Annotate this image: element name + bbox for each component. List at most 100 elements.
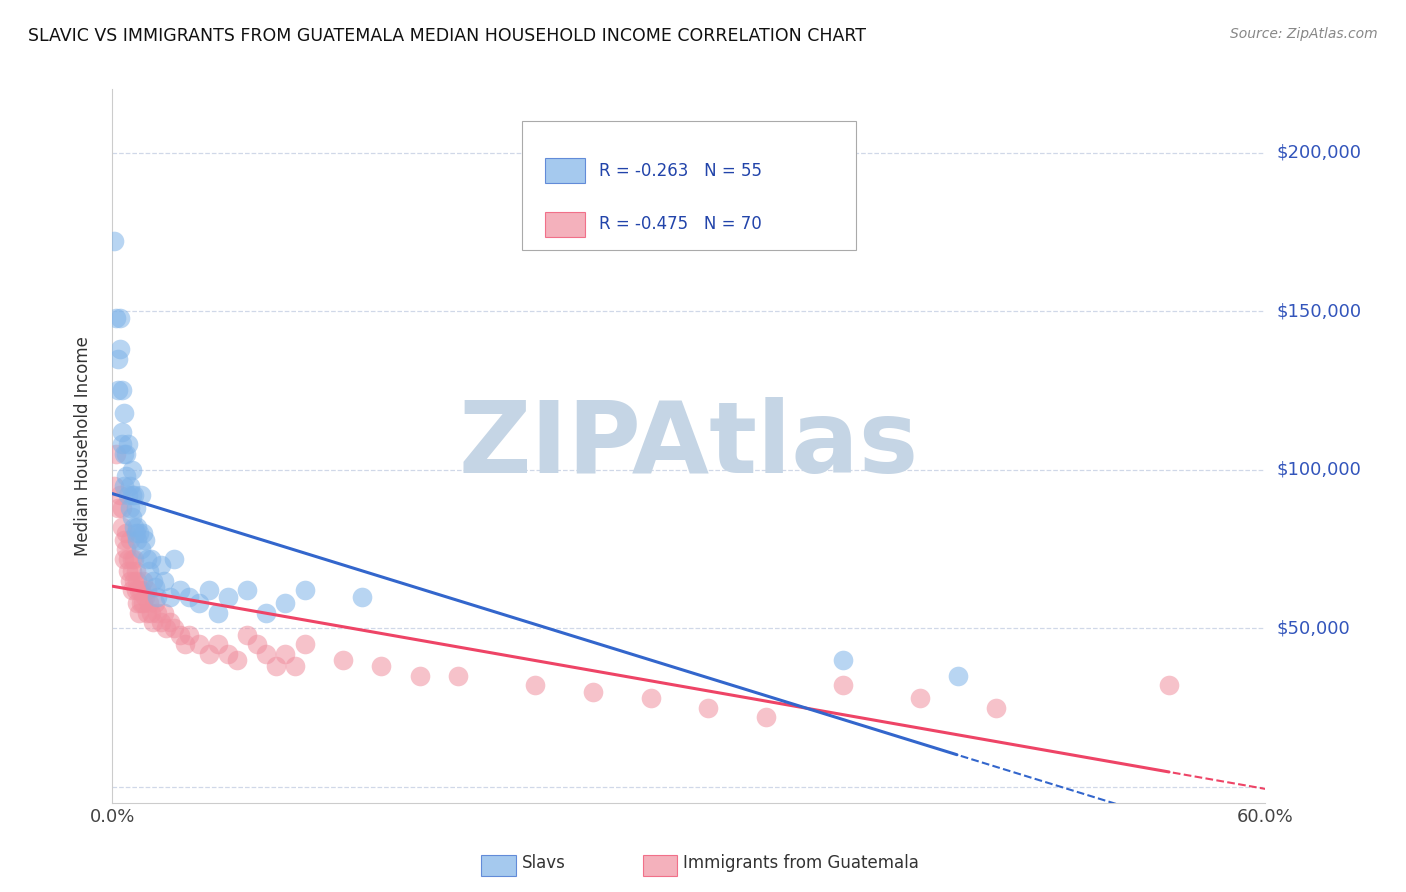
Point	[128, 526, 150, 541]
Text: R = -0.475   N = 70: R = -0.475 N = 70	[599, 215, 762, 234]
Point	[129, 542, 153, 557]
Point	[112, 478, 135, 492]
Point	[108, 310, 131, 325]
Point	[187, 596, 211, 610]
Point	[245, 637, 267, 651]
Point	[197, 647, 219, 661]
Text: R = -0.263   N = 55: R = -0.263 N = 55	[599, 162, 762, 180]
Point	[117, 437, 139, 451]
Point	[138, 596, 160, 610]
Point	[121, 510, 143, 524]
Point	[132, 526, 155, 541]
Text: Source: ZipAtlas.com: Source: ZipAtlas.com	[1230, 27, 1378, 41]
Point	[179, 628, 201, 642]
Text: SLAVIC VS IMMIGRANTS FROM GUATEMALA MEDIAN HOUSEHOLD INCOME CORRELATION CHART: SLAVIC VS IMMIGRANTS FROM GUATEMALA MEDI…	[28, 27, 866, 45]
Point	[111, 437, 134, 451]
Point	[121, 463, 143, 477]
FancyBboxPatch shape	[544, 159, 585, 184]
Point	[142, 574, 165, 588]
Point	[274, 647, 297, 661]
Point	[107, 351, 129, 366]
Point	[142, 615, 165, 629]
Point	[134, 590, 156, 604]
Point	[136, 551, 159, 566]
Point	[226, 653, 249, 667]
Point	[105, 310, 128, 325]
Point	[284, 659, 307, 673]
Point	[159, 590, 181, 604]
Point	[187, 637, 211, 651]
Point	[143, 580, 166, 594]
Point	[117, 488, 139, 502]
Point	[124, 526, 146, 541]
Point	[107, 384, 129, 398]
Point	[946, 669, 969, 683]
Point	[103, 478, 125, 492]
Point	[169, 583, 191, 598]
Point	[105, 447, 128, 461]
Point	[139, 606, 162, 620]
Point	[121, 488, 143, 502]
Point	[254, 606, 277, 620]
Text: $200,000: $200,000	[1277, 144, 1361, 161]
Point	[145, 606, 167, 620]
FancyBboxPatch shape	[544, 212, 585, 237]
Point	[129, 488, 153, 502]
Text: $50,000: $50,000	[1277, 619, 1350, 638]
Point	[197, 583, 219, 598]
Point	[149, 558, 172, 572]
Point	[111, 384, 134, 398]
Point	[986, 700, 1008, 714]
Point	[112, 447, 135, 461]
Point	[122, 520, 145, 534]
Point	[143, 596, 166, 610]
Point	[136, 606, 159, 620]
Point	[108, 488, 131, 502]
Point	[236, 583, 259, 598]
Point	[111, 425, 134, 439]
Point	[352, 590, 374, 604]
Point	[118, 500, 141, 515]
Point	[122, 574, 145, 588]
Point	[908, 691, 931, 706]
Point	[117, 551, 139, 566]
Point	[169, 628, 191, 642]
Point	[115, 447, 138, 461]
Point	[136, 583, 159, 598]
Point	[127, 533, 149, 547]
Point	[524, 678, 547, 692]
Point	[111, 500, 134, 515]
Point	[103, 235, 125, 249]
Text: $150,000: $150,000	[1277, 302, 1361, 320]
Point	[217, 647, 239, 661]
Text: ZIPAtlas: ZIPAtlas	[458, 398, 920, 494]
Point	[132, 574, 155, 588]
Point	[139, 551, 162, 566]
Point	[236, 628, 259, 642]
Point	[112, 406, 135, 420]
Text: $100,000: $100,000	[1277, 461, 1361, 479]
Point	[115, 542, 138, 557]
Point	[107, 500, 129, 515]
Point	[112, 551, 135, 566]
Point	[153, 606, 176, 620]
Point	[118, 478, 141, 492]
Point	[124, 564, 146, 578]
Point	[831, 678, 853, 692]
Point	[217, 590, 239, 604]
Point	[294, 637, 316, 651]
Point	[128, 583, 150, 598]
Point	[121, 551, 143, 566]
FancyBboxPatch shape	[481, 855, 516, 876]
Point	[122, 488, 145, 502]
Point	[134, 533, 156, 547]
Point	[112, 533, 135, 547]
Point	[179, 590, 201, 604]
Point	[108, 343, 131, 357]
FancyBboxPatch shape	[522, 121, 856, 250]
Text: Slavs: Slavs	[522, 855, 565, 872]
Point	[153, 574, 176, 588]
Point	[294, 583, 316, 598]
Point	[115, 469, 138, 483]
Point	[138, 564, 160, 578]
